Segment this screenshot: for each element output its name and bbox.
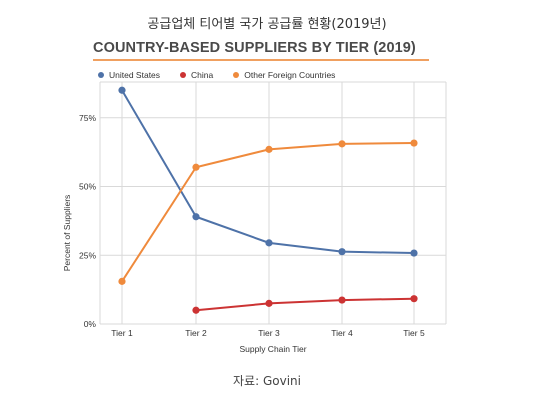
data-point-china: [265, 299, 273, 307]
legend-marker-china: [180, 72, 187, 78]
x-tick-label: Tier 4: [331, 328, 353, 338]
source-note: 자료: Govini: [233, 374, 301, 388]
legend-item-united-states: United States: [98, 70, 160, 80]
series-line-united-states: [121, 89, 415, 255]
data-point-united-states: [192, 213, 200, 221]
legend-label-china: China: [191, 70, 214, 80]
data-point-other-foreign-countries: [192, 163, 200, 171]
title-rule: [93, 59, 429, 61]
y-axis-label: Percent of Suppliers: [62, 195, 72, 272]
legend-item-china: China: [180, 70, 213, 80]
korean-title: 공급업체 티어별 국가 공급률 현황(2019년): [147, 17, 387, 32]
x-tick-label: Tier 2: [185, 328, 207, 338]
y-tick-label: 25%: [79, 250, 96, 260]
legend-label-other-foreign: Other Foreign Countries: [244, 70, 336, 80]
data-point-united-states: [338, 248, 346, 256]
data-point-other-foreign-countries: [265, 145, 273, 153]
x-tick-label: Tier 5: [403, 328, 425, 338]
x-tick-label: Tier 1: [111, 328, 133, 338]
data-point-other-foreign-countries: [338, 140, 346, 148]
legend: United States China Other Foreign Countr…: [98, 68, 355, 82]
legend-label-united-states: United States: [109, 70, 161, 80]
legend-item-other-foreign: Other Foreign Countries: [233, 70, 335, 80]
data-point-china: [192, 306, 200, 314]
data-point-united-states: [410, 249, 418, 257]
data-point-china: [338, 296, 346, 304]
data-point-china: [410, 295, 418, 303]
legend-marker-united-states: [98, 72, 104, 78]
data-point-united-states: [265, 239, 273, 247]
figure-title: COUNTRY-BASED SUPPLIERS BY TIER (2019): [93, 40, 416, 56]
x-tick-label: Tier 3: [258, 328, 280, 338]
y-tick-label: 50%: [79, 182, 96, 192]
y-tick-label: 75%: [79, 113, 96, 123]
data-point-other-foreign-countries: [410, 139, 418, 147]
data-point-other-foreign-countries: [118, 277, 126, 285]
series-line-china: [195, 297, 415, 312]
legend-marker-other-foreign: [233, 72, 240, 78]
x-axis-label: Supply Chain Tier: [239, 344, 306, 354]
y-tick-label: 0%: [84, 319, 97, 329]
data-point-united-states: [118, 86, 126, 94]
